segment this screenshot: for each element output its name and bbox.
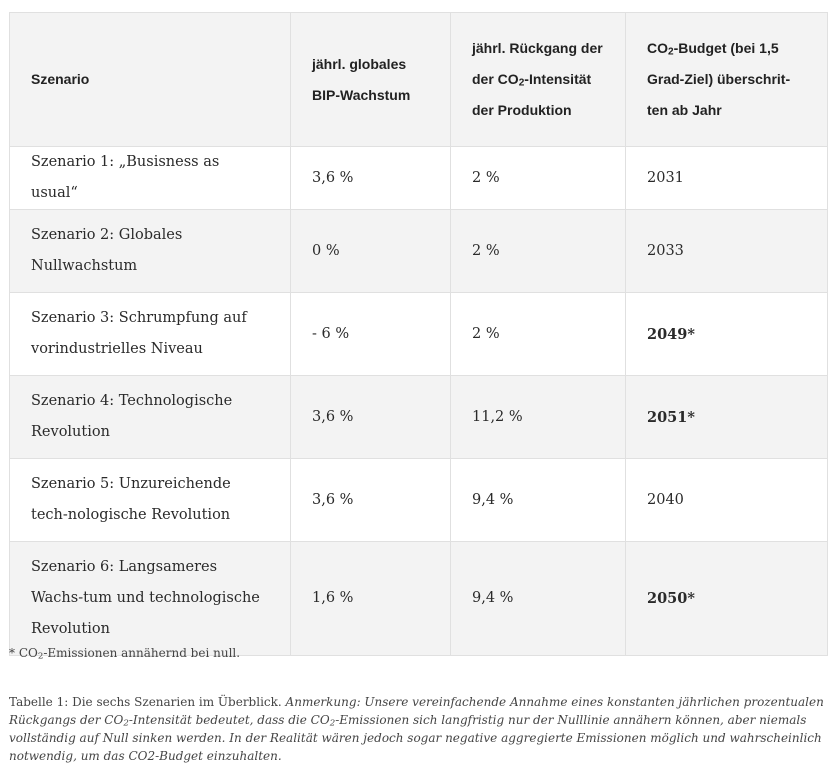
- table-row: Szenario 2: Globales Nullwachstum 0 % 2 …: [9, 209, 828, 293]
- cell-intensity: 2 %: [450, 209, 626, 293]
- table-row: Szenario 5: Unzureichende tech-nologisch…: [9, 458, 828, 542]
- cell-intensity: 9,4 %: [450, 458, 626, 542]
- header-gdp-growth: jährl. globales BIP-Wachstum: [290, 12, 451, 147]
- caption-label: Tabelle 1: Die sechs Szenarien im Überbl…: [9, 695, 286, 709]
- table-header-row: Szenario jährl. globales BIP-Wachstum jä…: [9, 12, 828, 147]
- scenario-table: Szenario jährl. globales BIP-Wachstum jä…: [9, 12, 828, 656]
- table-row: Szenario 6: Langsameres Wachs-tum und te…: [9, 541, 828, 656]
- cell-intensity: 2 %: [450, 292, 626, 376]
- caption-note: Anmerkung: Unsere vereinfachende Annahme…: [9, 695, 824, 763]
- cell-year: 2033: [625, 209, 828, 293]
- cell-year: 2051*: [625, 375, 828, 459]
- cell-gdp: 3,6 %: [290, 458, 451, 542]
- table-footnote: * CO2-Emissionen annähernd bei null.: [9, 646, 241, 662]
- header-co2-budget-year: CO2-Budget (bei 1,5 Grad-Ziel) überschri…: [625, 12, 828, 147]
- table-caption: Tabelle 1: Die sechs Szenarien im Überbl…: [9, 693, 824, 765]
- cell-year: 2049*: [625, 292, 828, 376]
- cell-gdp: 1,6 %: [290, 541, 451, 656]
- cell-scenario: Szenario 6: Langsameres Wachs-tum und te…: [9, 541, 291, 656]
- cell-gdp: 3,6 %: [290, 375, 451, 459]
- cell-year: 2031: [625, 146, 828, 210]
- cell-scenario: Szenario 4: Technologische Revolution: [9, 375, 291, 459]
- cell-intensity: 2 %: [450, 146, 626, 210]
- cell-year: 2050*: [625, 541, 828, 656]
- header-scenario: Szenario: [9, 12, 291, 147]
- table-row: Szenario 4: Technologische Revolution 3,…: [9, 375, 828, 459]
- header-co2-intensity: jährl. Rückgang der der CO2-Intensität d…: [450, 12, 626, 147]
- cell-gdp: 3,6 %: [290, 146, 451, 210]
- cell-year: 2040: [625, 458, 828, 542]
- cell-scenario: Szenario 1: „Busisness as usual“: [9, 146, 291, 210]
- cell-intensity: 9,4 %: [450, 541, 626, 656]
- cell-intensity: 11,2 %: [450, 375, 626, 459]
- cell-scenario: Szenario 2: Globales Nullwachstum: [9, 209, 291, 293]
- cell-scenario: Szenario 5: Unzureichende tech-nologisch…: [9, 458, 291, 542]
- table-row: Szenario 3: Schrumpfung auf vorindustrie…: [9, 292, 828, 376]
- cell-gdp: - 6 %: [290, 292, 451, 376]
- table-row: Szenario 1: „Busisness as usual“ 3,6 % 2…: [9, 146, 828, 210]
- cell-scenario: Szenario 3: Schrumpfung auf vorindustrie…: [9, 292, 291, 376]
- cell-gdp: 0 %: [290, 209, 451, 293]
